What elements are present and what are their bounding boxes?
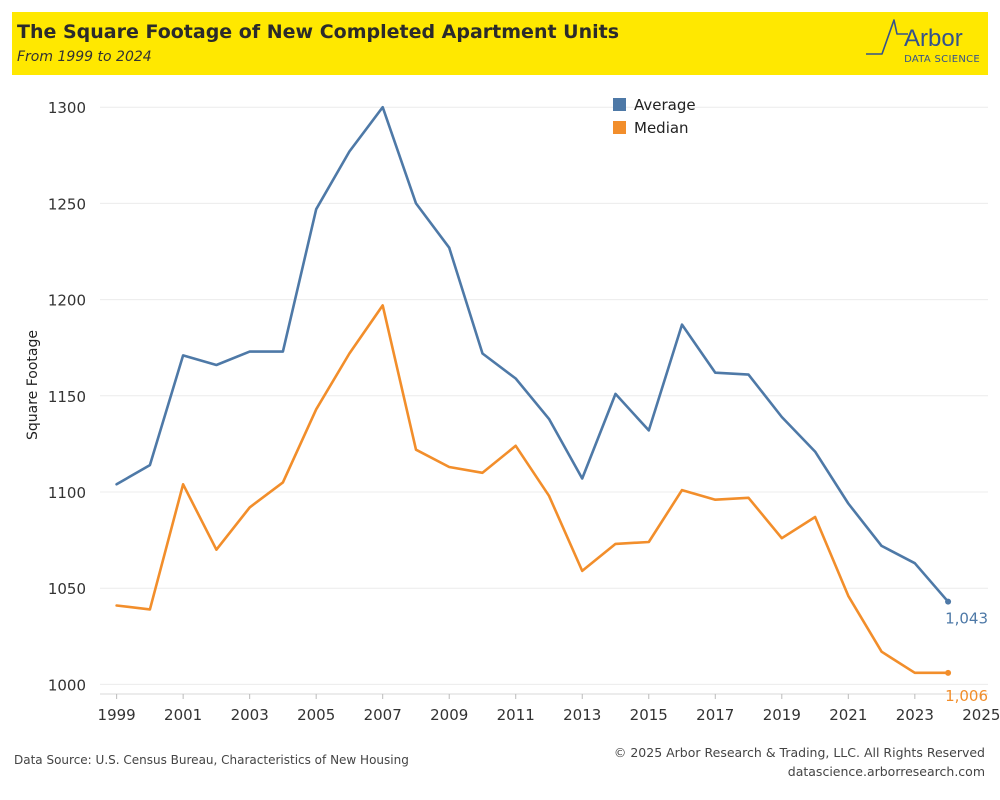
- legend-label-median: Median: [634, 119, 689, 137]
- y-tick-label: 1050: [48, 580, 86, 598]
- end-value-label-average: 1,043: [945, 610, 988, 628]
- x-tick-label: 2009: [430, 706, 468, 724]
- x-tick-label: 2015: [630, 706, 668, 724]
- logo-subtitle: DATA SCIENCE: [904, 54, 980, 65]
- y-tick-label: 1300: [48, 99, 86, 117]
- copyright-text: © 2025 Arbor Research & Trading, LLC. Al…: [613, 745, 985, 760]
- gridlines: [100, 106, 988, 685]
- x-tick-label: 2017: [696, 706, 734, 724]
- series-line-median: [115, 304, 950, 675]
- x-tick-label: 2001: [164, 706, 202, 724]
- title-banner: The Square Footage of New Completed Apar…: [12, 12, 988, 75]
- chart-subtitle: From 1999 to 2024: [17, 49, 152, 65]
- y-tick-label: 1200: [48, 292, 86, 310]
- legend-swatch-median: [613, 121, 626, 134]
- x-tick-label: 2021: [829, 706, 867, 724]
- x-tick-label: 2019: [763, 706, 801, 724]
- series-line-average: [115, 105, 950, 604]
- arbor-logo-mark: Arbor: [866, 19, 963, 55]
- y-tick-label: 1250: [48, 195, 86, 213]
- series-lines: 1,043 1,006: [115, 105, 988, 705]
- data-point: [945, 669, 952, 676]
- legend-swatch-average: [613, 98, 626, 111]
- website-link[interactable]: datascience.arborresearch.com: [787, 764, 985, 779]
- x-tick-label: 1999: [98, 706, 136, 724]
- y-tick-label: 1100: [48, 484, 86, 502]
- y-tick-label: 1150: [48, 388, 86, 406]
- legend: Average Median: [613, 96, 696, 137]
- footer-credits: © 2025 Arbor Research & Trading, LLC. Al…: [614, 743, 985, 781]
- data-point: [945, 598, 952, 605]
- x-tick-label: 2025: [962, 706, 1000, 724]
- arbor-logo: Arbor DATA SCIENCE: [864, 16, 982, 72]
- x-tick-label: 2003: [231, 706, 269, 724]
- x-tick-label: 2007: [364, 706, 402, 724]
- x-tick-label: 2005: [297, 706, 335, 724]
- end-value-label-median: 1,006: [945, 687, 988, 705]
- y-tick-label: 1000: [48, 676, 86, 694]
- chart-title: The Square Footage of New Completed Apar…: [17, 21, 620, 43]
- data-source: Data Source: U.S. Census Bureau, Charact…: [14, 753, 409, 767]
- axes: Square Footage 1000 1050 1100 1150 1200 1250 1…: [25, 99, 1000, 724]
- x-tick-label: 2011: [497, 706, 535, 724]
- y-axis-label: Square Footage: [25, 330, 41, 440]
- legend-label-average: Average: [634, 96, 696, 114]
- x-tick-label: 2023: [896, 706, 934, 724]
- logo-wordmark: Arbor: [904, 25, 963, 52]
- x-tick-label: 2013: [563, 706, 601, 724]
